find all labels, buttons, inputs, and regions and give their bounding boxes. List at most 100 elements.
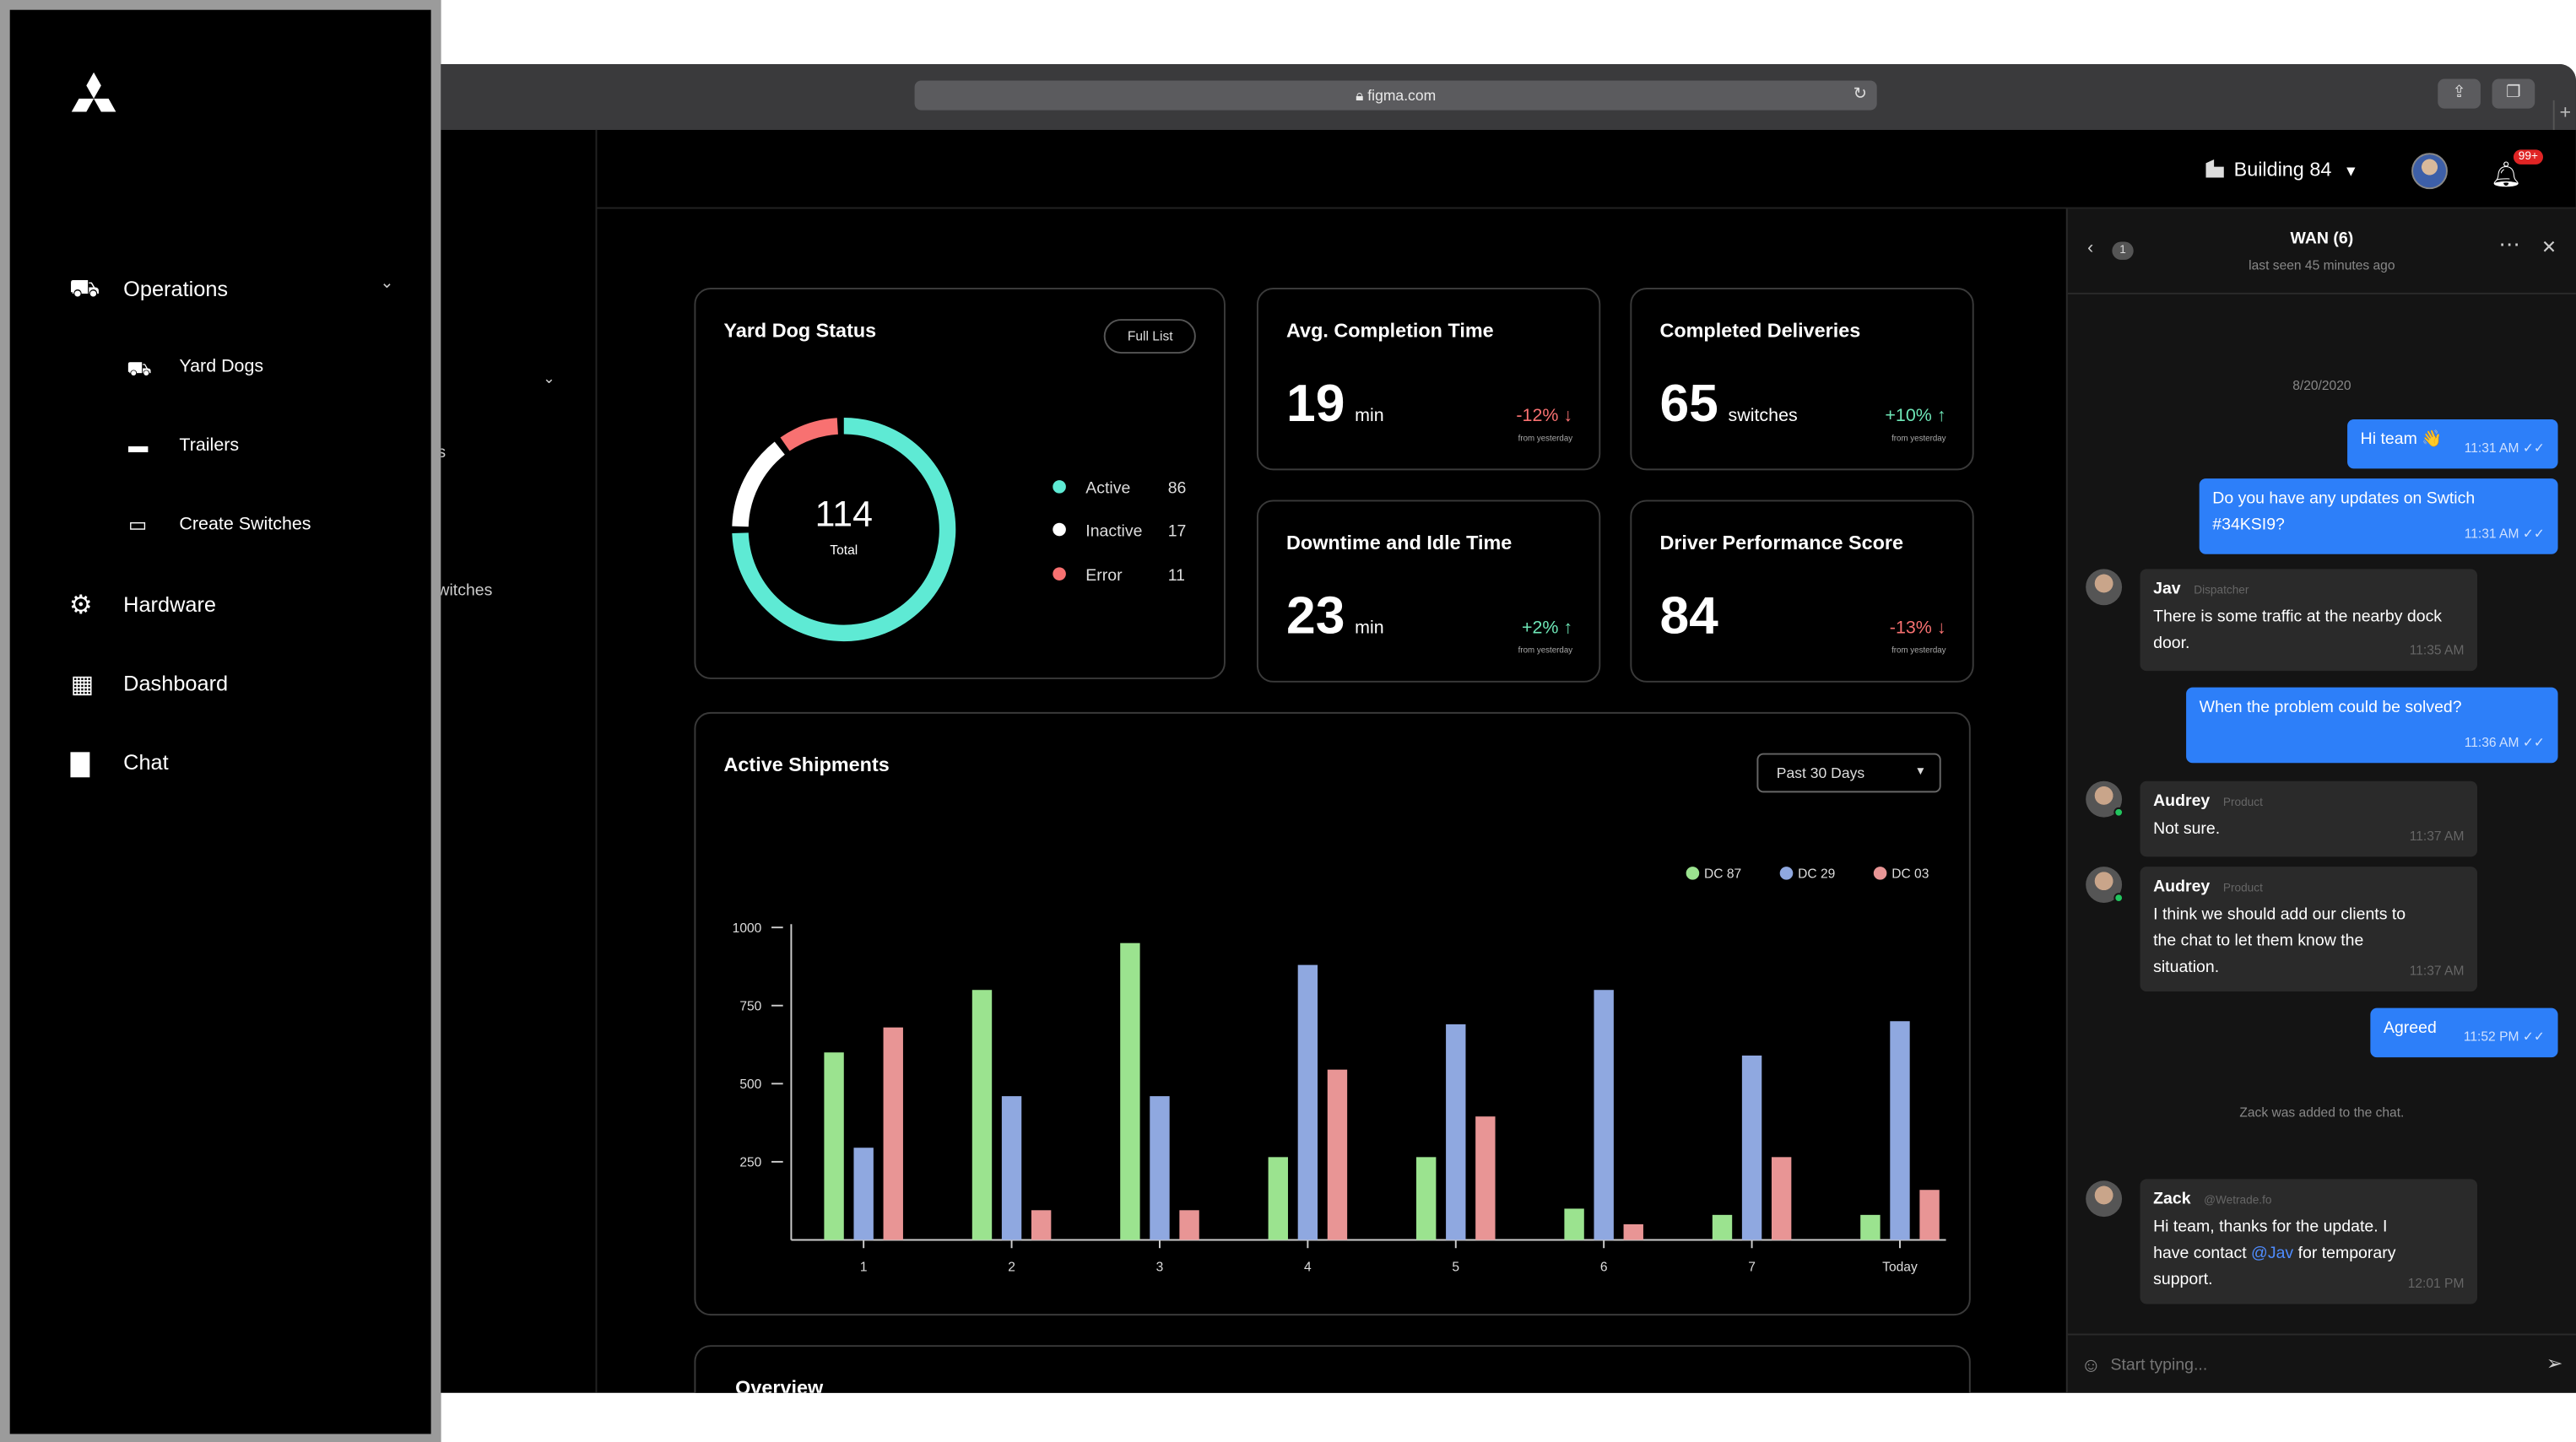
- nav-yard-dogs[interactable]: Yard Dogs: [179, 356, 264, 377]
- legend-active: Active 86: [1053, 480, 1186, 499]
- message-input[interactable]: [2110, 1350, 2522, 1380]
- stat-value: 23 min: [1286, 586, 1384, 646]
- ghost-menu-item: witches: [437, 581, 493, 601]
- card-title: Yard Dog Status: [723, 319, 877, 343]
- nav-create-switches[interactable]: Create Switches: [179, 515, 311, 535]
- x-tick-label: 3: [1156, 1260, 1164, 1274]
- message-time: 12:01 PM: [2407, 1276, 2465, 1291]
- legend-value: 86: [1167, 480, 1187, 499]
- legend-label: DC 29: [1798, 867, 1835, 882]
- sender-role: @Wetrade.fo: [2204, 1195, 2272, 1207]
- delta-text: +10%: [1885, 406, 1932, 426]
- reload-icon[interactable]: ↻: [1853, 85, 1868, 104]
- dropdown-value: Past 30 Days: [1776, 764, 1865, 781]
- inner-sidebar-divider: [595, 129, 598, 1393]
- stat-number: 23: [1286, 585, 1345, 645]
- legend-value: 17: [1167, 522, 1187, 542]
- x-tick-label: 2: [1008, 1260, 1015, 1274]
- message-outgoing: Agreed 11:52 PM ✓✓: [2370, 1007, 2558, 1058]
- nav-operations[interactable]: Operations: [123, 276, 229, 301]
- switch-icon: ▭: [128, 513, 148, 537]
- lock-icon: 🔒︎: [1356, 87, 1368, 104]
- donut-total-label: Total: [830, 543, 858, 558]
- bell-icon[interactable]: 🔔︎: [2490, 160, 2522, 190]
- bar: [1623, 1223, 1643, 1240]
- read-check-icon: ✓✓: [2522, 1029, 2545, 1045]
- bar: [1001, 1096, 1022, 1240]
- legend-dot: [1686, 867, 1700, 880]
- downtime-card: Downtime and Idle Time 23 min +2% ↑ from …: [1256, 500, 1601, 683]
- message-outgoing: Do you have any updates on Swtich #34KSI…: [2199, 478, 2558, 554]
- date-range-dropdown[interactable]: Past 30 Days ▼: [1756, 753, 1941, 793]
- user-avatar[interactable]: [2411, 153, 2448, 190]
- legend-error: Error 11: [1053, 567, 1185, 586]
- stat-delta: -13% ↓: [1890, 618, 1946, 638]
- shipments-bar-chart: 250 500 750 1000 DC 87 DC 29 DC 03 1 2 3 4 5 6 7 Today: [733, 867, 1946, 1274]
- donut-center: 114 Total: [761, 494, 926, 558]
- arrow-down-icon: ↓: [1936, 618, 1946, 639]
- building-icon: [2205, 159, 2224, 178]
- stat-unit: min: [1355, 618, 1384, 639]
- time-text: 11:52 PM: [2463, 1029, 2519, 1045]
- time-text: 11:31 AM: [2464, 440, 2519, 456]
- stat-delta: +10% ↑: [1885, 406, 1946, 425]
- ghost-chevron-icon: ⌄: [543, 370, 555, 386]
- send-icon[interactable]: ➢: [2546, 1351, 2563, 1375]
- message-time: 11:31 AM ✓✓: [2465, 435, 2545, 462]
- sender-name: Audrey: [2153, 878, 2211, 897]
- message-sender: Audrey Product: [2153, 789, 2464, 817]
- legend-dot: [1053, 567, 1066, 581]
- stat-delta: -12% ↓: [1516, 406, 1572, 425]
- address-bar[interactable]: 🔒︎ figma.com ↻: [914, 80, 1877, 111]
- full-list-button[interactable]: Full List: [1104, 319, 1196, 354]
- status-donut: [732, 418, 956, 642]
- message-incoming: Zack @Wetrade.fo Hi team, thanks for the …: [2140, 1179, 2478, 1304]
- overview-card: Overview: [694, 1345, 1971, 1393]
- bar: [1741, 1055, 1762, 1240]
- message-text: Hi team 👋: [2360, 430, 2443, 450]
- nav-hardware[interactable]: Hardware: [123, 591, 217, 617]
- sender-role: Dispatcher: [2194, 585, 2249, 597]
- card-title: Completed Deliveries: [1659, 319, 1861, 343]
- legend-dot: [1053, 522, 1066, 537]
- nav-dashboard[interactable]: Dashboard: [123, 671, 229, 696]
- donut-segment-active: [732, 418, 956, 642]
- nav-trailers[interactable]: Trailers: [179, 435, 240, 456]
- chat-icon: ▇: [70, 749, 90, 778]
- nav-chat[interactable]: Chat: [123, 749, 169, 775]
- time-text: 11:31 AM: [2464, 526, 2519, 542]
- url-text: figma.com: [1367, 87, 1437, 104]
- avatar-jav: [2086, 569, 2123, 606]
- chat-panel: ‹ 1 WAN (6) last seen 45 minutes ago ⋯ ✕…: [2065, 208, 2576, 1393]
- back-icon[interactable]: ‹: [2087, 238, 2094, 258]
- more-icon[interactable]: ⋯: [2498, 231, 2520, 257]
- share-icon[interactable]: ⇪: [2438, 78, 2481, 109]
- mention-link[interactable]: @Jav: [2251, 1245, 2294, 1263]
- close-icon[interactable]: ✕: [2541, 238, 2557, 258]
- message-time: 11:31 AM ✓✓: [2465, 521, 2545, 548]
- sidebar: ⛟ Operations ⌄ ⛟ Yard Dogs ▬ Trailers ▭ …: [0, 0, 441, 1442]
- bar: [1771, 1157, 1792, 1240]
- chevron-down-icon[interactable]: ⌄: [380, 274, 394, 293]
- arrow-down-icon: ↓: [1563, 406, 1573, 426]
- stat-value: 19 min: [1286, 373, 1384, 434]
- emoji-icon[interactable]: ☺: [2081, 1353, 2102, 1377]
- sender-name: Jav: [2153, 580, 2181, 599]
- card-title: Active Shipments: [723, 753, 890, 776]
- trailer-icon: ▬: [128, 434, 149, 457]
- message-sender: Audrey Product: [2153, 875, 2464, 903]
- y-tick-label: 500: [739, 1077, 761, 1092]
- chat-input-bar: ☺ ➢: [2067, 1333, 2576, 1393]
- online-indicator: [2113, 893, 2124, 903]
- building-selector[interactable]: Building 84 ▼: [2205, 158, 2358, 181]
- tabs-icon[interactable]: ❐: [2492, 78, 2535, 109]
- legend-label: DC 87: [1704, 867, 1741, 882]
- new-tab-icon[interactable]: +: [2552, 100, 2576, 130]
- message-outgoing: When the problem could be solved? 11:36 …: [2186, 687, 2558, 764]
- message-time: 11:35 AM: [2409, 643, 2465, 658]
- card-title: Overview: [735, 1376, 824, 1393]
- arrow-up-icon: ↑: [1936, 406, 1946, 426]
- card-title: Downtime and Idle Time: [1286, 531, 1513, 554]
- time-text: 11:36 AM: [2464, 735, 2519, 750]
- message-text: Hi team, thanks for the update. I have c…: [2153, 1215, 2416, 1294]
